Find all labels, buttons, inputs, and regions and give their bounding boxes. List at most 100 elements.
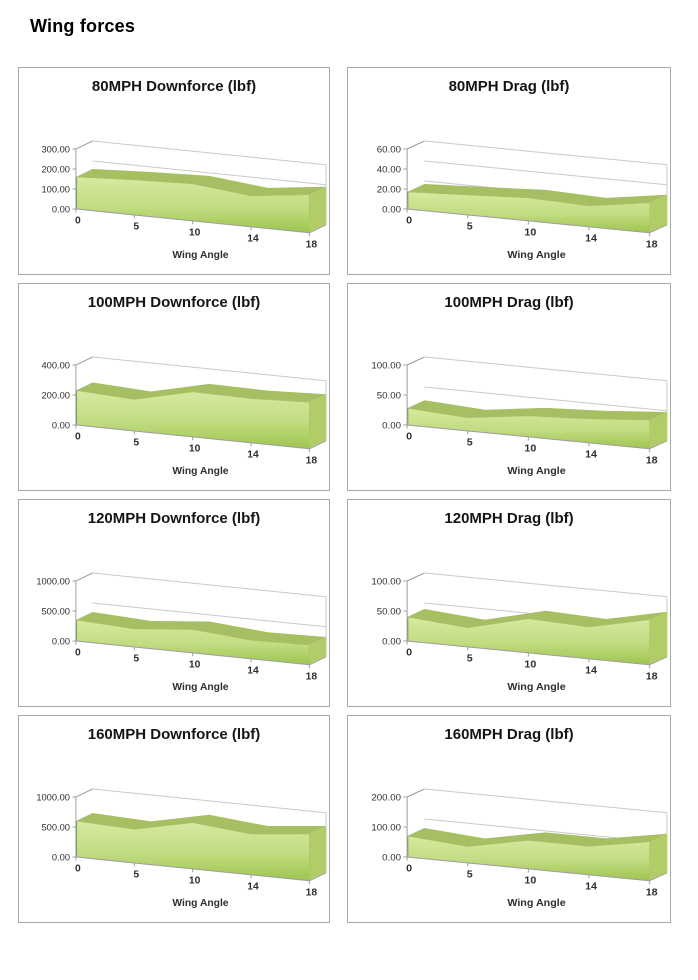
area-series: [75, 176, 310, 234]
x-tick-label: 10: [524, 658, 536, 670]
y-tick-label: 200.00: [42, 163, 71, 174]
x-tick-label: 5: [133, 221, 139, 232]
x-tick-label: 14: [585, 232, 597, 244]
x-tick-label: 18: [646, 454, 658, 466]
gridline: [424, 356, 667, 382]
x-tick-label: 10: [524, 874, 536, 886]
y-tick-label: 0.00: [52, 419, 70, 430]
x-axis: [407, 424, 650, 450]
depth-edge-top: [75, 356, 93, 366]
x-tick-label: 10: [189, 443, 201, 454]
page-title: Wing forces: [30, 16, 136, 36]
x-tick-label: 18: [306, 671, 318, 682]
chart-plot: 0.00 200.00 400.00 0 5 10 14 18 Wing Angle: [42, 356, 327, 477]
chart-plot: 0.00 100.00 200.00 300.00 0 5 10 14 18 Wing Angle: [42, 140, 327, 261]
x-tick-label: 5: [133, 437, 139, 448]
chart-title: 160MPH Drag (lbf): [444, 726, 574, 743]
area-side-face: [649, 833, 667, 881]
x-axis-depth-foot: [309, 656, 327, 666]
x-axis: [407, 208, 650, 234]
y-tick-label: 1000.00: [36, 791, 70, 802]
x-axis: [75, 424, 310, 450]
gridline: [92, 356, 327, 382]
x-axis: [75, 208, 310, 234]
x-tick-label: 14: [247, 449, 259, 460]
y-tick-label: 0.00: [52, 635, 70, 646]
depth-edge-top: [75, 140, 93, 150]
y-tick-label: 0.00: [382, 636, 401, 647]
chart-plot: 0.00 100.00 200.00 0 5 10 14 18 Wing Angle: [371, 788, 668, 909]
gridline: [424, 788, 667, 814]
chart-plot: 0.00 500.00 1000.00 0 5 10 14 18 Wing Angle: [36, 572, 327, 693]
x-tick-label: 14: [585, 880, 597, 892]
area-top-ribbon: [75, 169, 327, 196]
x-tick-label: 0: [75, 647, 81, 658]
area-side-face: [309, 637, 327, 665]
depth-edge-top: [75, 788, 93, 798]
y-tick-label: 60.00: [377, 144, 401, 155]
x-tick-label: 5: [467, 221, 473, 233]
chart-title: 120MPH Drag (lbf): [444, 510, 574, 527]
charts-grid: 80MPH Downforce (lbf) 0.00 100.00 200.00 30…: [18, 67, 698, 923]
y-tick-label: 50.00: [377, 390, 401, 401]
x-axis-depth-foot: [309, 224, 327, 234]
y-tick-label: 0.00: [382, 852, 401, 863]
y-tick-label: 40.00: [377, 164, 401, 175]
x-tick-label: 18: [306, 455, 318, 466]
chart-title: 80MPH Drag (lbf): [448, 78, 570, 95]
x-axis-title: Wing Angle: [172, 898, 228, 909]
x-tick-label: 18: [646, 238, 658, 250]
x-axis-title: Wing Angle: [507, 681, 565, 693]
y-tick-label: 50.00: [377, 606, 401, 617]
y-tick-label: 100.00: [371, 576, 401, 587]
x-tick-label: 5: [133, 653, 139, 664]
x-tick-label: 0: [406, 215, 412, 227]
chart-title: 100MPH Downforce (lbf): [87, 294, 261, 311]
area-side-face: [309, 186, 327, 233]
y-tick-label: 1000.00: [36, 575, 70, 586]
area-top-ribbon: [75, 382, 327, 403]
area-side-face: [649, 194, 667, 233]
chart-100mph-drag-lbf: 100MPH Drag (lbf) 0.00 50.00 100.00 0 5 10 14 1…: [347, 283, 671, 491]
x-tick-label: 0: [406, 863, 412, 875]
chart-160mph-downforce-lbf: 160MPH Downforce (lbf) 0.00 500.00 1000.00…: [18, 715, 330, 923]
y-tick-label: 400.00: [42, 359, 71, 370]
chart-plot: 0.00 20.00 40.00 60.00 0 5 10 14 18 Wing Angle: [377, 140, 668, 261]
chart-80mph-drag-lbf: 80MPH Drag (lbf) 0.00 20.00 40.00 60.00 0 5 10…: [347, 67, 671, 275]
area-top-ribbon: [407, 184, 667, 206]
x-tick-label: 5: [467, 869, 473, 881]
chart-120mph-downforce-lbf: 120MPH Downforce (lbf) 0.00 500.00 1000.00…: [18, 499, 330, 707]
x-axis-title: Wing Angle: [172, 250, 228, 261]
chart-plot: 0.00 50.00 100.00 0 5 10 14 18 Wing Angle: [371, 572, 668, 693]
x-tick-label: 10: [524, 442, 536, 454]
y-tick-label: 100.00: [42, 183, 71, 194]
x-tick-label: 5: [467, 437, 473, 449]
x-axis-depth-foot: [309, 440, 327, 450]
area-top-ribbon: [407, 400, 667, 420]
gridline: [92, 160, 327, 186]
x-tick-label: 18: [306, 239, 318, 250]
chart-120mph-drag-lbf: 120MPH Drag (lbf) 0.00 50.00 100.00 0 5 10 14 1…: [347, 499, 671, 707]
x-axis-title: Wing Angle: [172, 682, 228, 693]
y-tick-label: 100.00: [371, 822, 401, 833]
x-tick-label: 18: [306, 887, 318, 898]
x-tick-label: 14: [247, 881, 259, 892]
gridline: [92, 572, 327, 598]
x-tick-label: 0: [406, 431, 412, 443]
gridline: [424, 140, 667, 166]
x-tick-label: 10: [189, 875, 201, 886]
y-tick-label: 300.00: [42, 143, 71, 154]
y-tick-label: 200.00: [42, 389, 71, 400]
area-side-face: [309, 826, 327, 881]
chart-plot: 0.00 50.00 100.00 0 5 10 14 18 Wing Angle: [371, 356, 668, 477]
x-tick-label: 5: [133, 869, 139, 880]
area-top-ribbon: [75, 612, 327, 645]
gridline: [92, 602, 327, 628]
y-tick-label: 0.00: [52, 203, 70, 214]
x-tick-label: 0: [75, 863, 81, 874]
x-axis-title: Wing Angle: [507, 249, 565, 261]
chart-title: 100MPH Drag (lbf): [444, 294, 574, 311]
depth-edge-top: [75, 572, 93, 582]
gridline: [424, 572, 667, 598]
gridline: [424, 386, 667, 412]
